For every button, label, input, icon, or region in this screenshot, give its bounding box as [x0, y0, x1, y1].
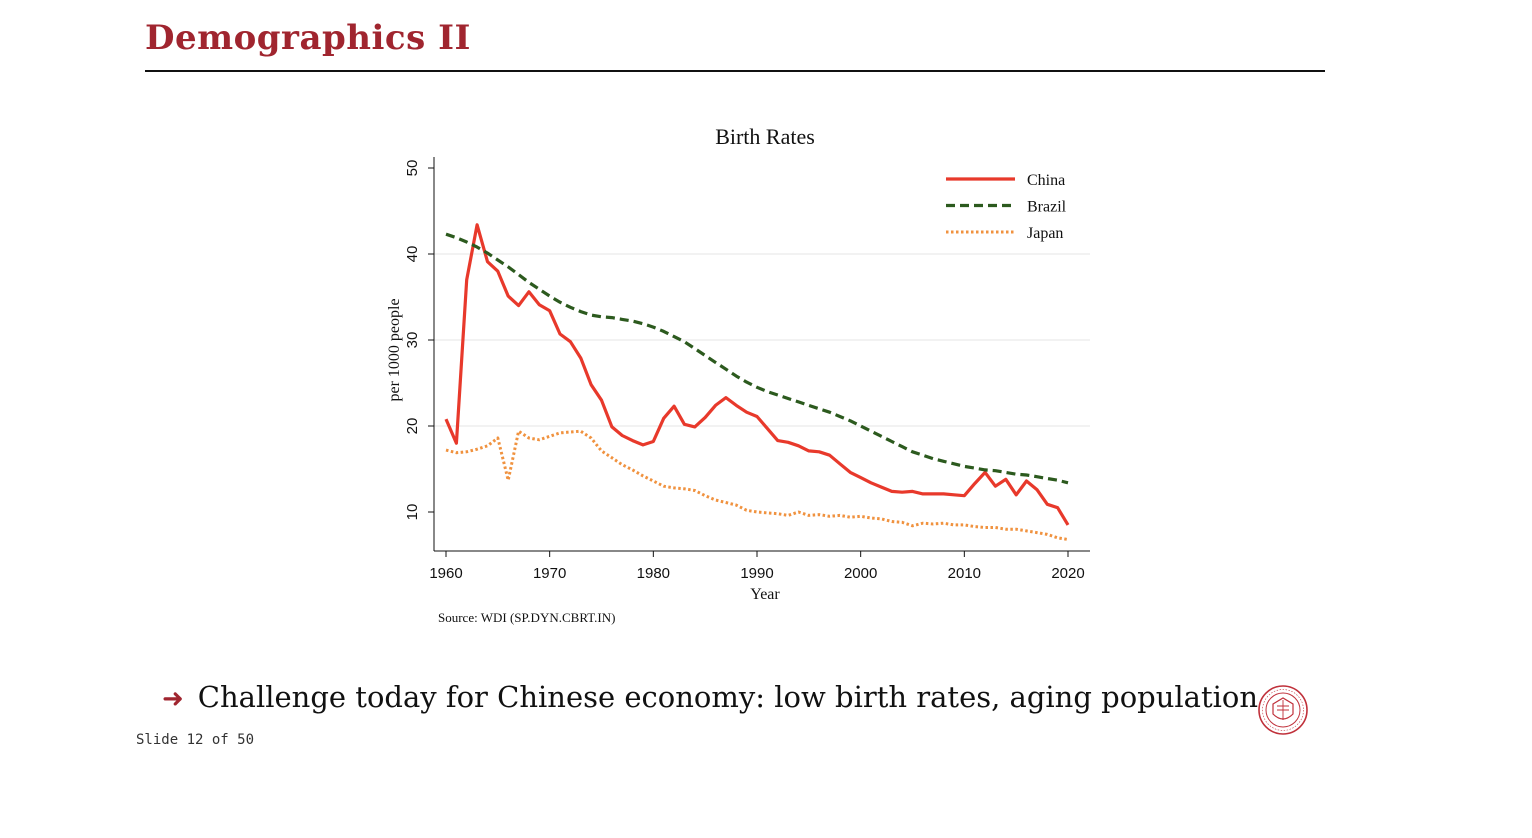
- key-takeaway-bullet: ➜ Challenge today for Chinese economy: lo…: [162, 680, 1258, 714]
- series-line-brazil: [445, 232, 1069, 485]
- y-axis-label: per 1000 people: [386, 298, 403, 401]
- y-tick-label-30: 30: [404, 332, 421, 349]
- arrow-right-icon: ➜: [162, 684, 184, 714]
- x-axis-label: Year: [750, 586, 780, 603]
- x-tick-label-1960: 1960: [429, 565, 462, 582]
- x-tick-label-2000: 2000: [844, 565, 877, 582]
- x-tick-label-1980: 1980: [637, 565, 670, 582]
- chart-source-note: Source: WDI (SP.DYN.CBRT.IN): [438, 610, 615, 625]
- x-tick-label-1970: 1970: [533, 565, 566, 582]
- y-tick-label-40: 40: [404, 246, 421, 263]
- legend-label-japan: Japan: [1027, 225, 1063, 242]
- title-divider: [145, 70, 1325, 72]
- slide-counter: Slide 12 of 50: [136, 732, 255, 748]
- series-lines: [444, 223, 1070, 541]
- axis-ticks: 10 20 30 40 50 1960 1970 1980 1990 2000 2010 2020: [404, 160, 1085, 582]
- y-tick-label-20: 20: [404, 418, 421, 435]
- grid-lines: [434, 253, 1090, 427]
- y-tick-label-10: 10: [404, 504, 421, 521]
- legend-label-china: China: [1027, 172, 1065, 189]
- x-tick-label-1990: 1990: [740, 565, 773, 582]
- series-line-china: [444, 223, 1070, 526]
- y-tick-label-50: 50: [404, 160, 421, 177]
- bullet-text: Challenge today for Chinese economy: low…: [197, 680, 1259, 714]
- slide-title: Demographics II: [145, 18, 471, 58]
- chart-legend: China Brazil Japan: [946, 172, 1067, 242]
- legend-label-brazil: Brazil: [1027, 199, 1067, 216]
- x-tick-label-2020: 2020: [1051, 565, 1084, 582]
- x-tick-label-2010: 2010: [948, 565, 981, 582]
- chart-title: Birth Rates: [715, 124, 815, 149]
- university-seal-icon: [1258, 685, 1308, 735]
